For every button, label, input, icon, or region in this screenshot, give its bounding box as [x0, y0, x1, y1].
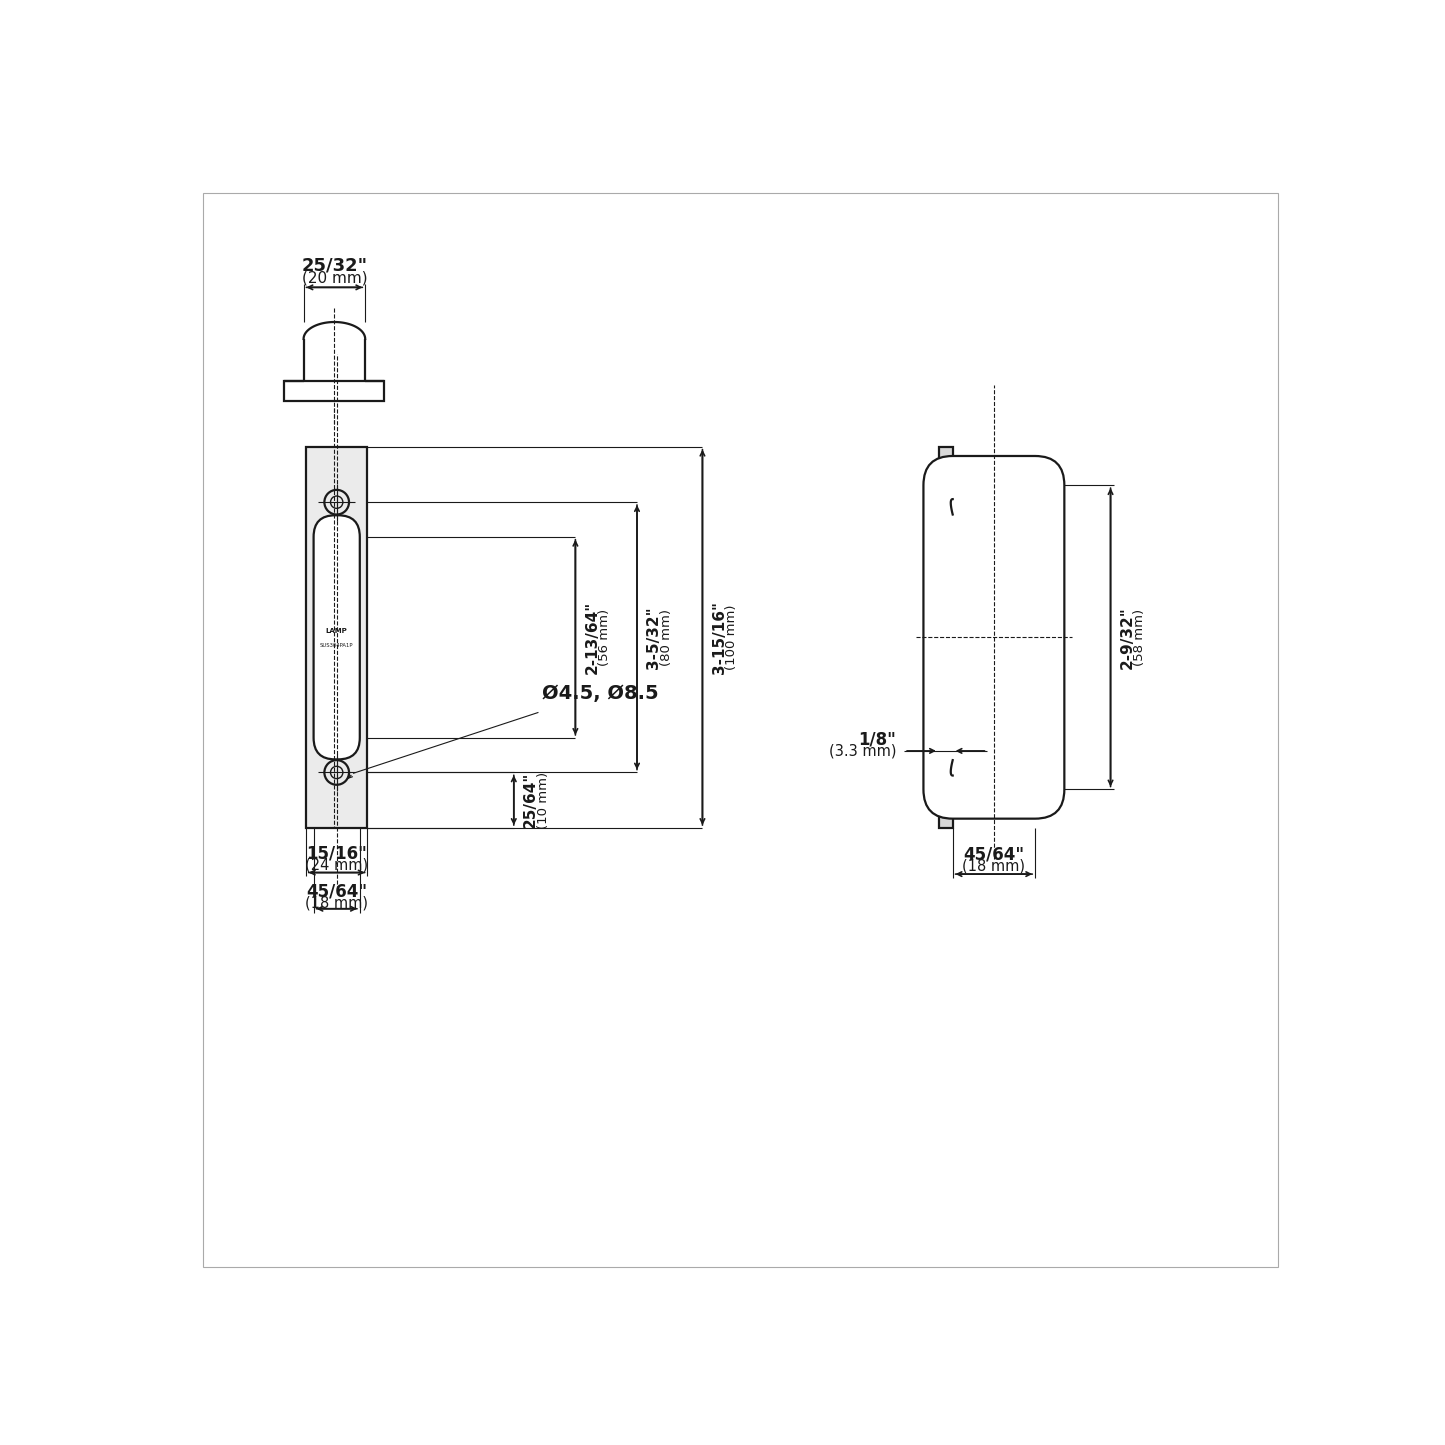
Text: 25/64": 25/64": [523, 772, 538, 828]
Text: Ø4.5, Ø8.5: Ø4.5, Ø8.5: [542, 683, 659, 702]
Text: (18 mm): (18 mm): [305, 896, 368, 910]
Text: 3-5/32": 3-5/32": [646, 605, 662, 669]
FancyBboxPatch shape: [923, 457, 1065, 819]
Text: 45/64": 45/64": [964, 845, 1025, 864]
FancyBboxPatch shape: [314, 516, 360, 760]
Text: 1/8": 1/8": [858, 730, 896, 749]
Text: 2-9/32": 2-9/32": [1120, 605, 1134, 669]
Text: 45/64": 45/64": [306, 883, 367, 900]
Text: 25/32": 25/32": [302, 257, 367, 275]
Text: (10 mm): (10 mm): [536, 772, 549, 829]
Text: 15/16": 15/16": [306, 844, 367, 863]
Text: (56 mm): (56 mm): [598, 608, 611, 666]
Text: 2-13/64": 2-13/64": [585, 601, 600, 673]
Text: (24 mm): (24 mm): [305, 857, 368, 873]
Text: (18 mm): (18 mm): [962, 858, 1026, 874]
Bar: [306, 447, 367, 828]
Text: (20 mm): (20 mm): [302, 270, 367, 286]
Bar: [285, 381, 384, 400]
Text: (3.3 mm): (3.3 mm): [829, 743, 896, 759]
Text: (100 mm): (100 mm): [725, 604, 738, 670]
Text: LAMP: LAMP: [325, 629, 348, 634]
Text: 3-15/16": 3-15/16": [712, 601, 727, 673]
Bar: [939, 447, 952, 828]
Text: (58 mm): (58 mm): [1133, 608, 1146, 666]
Text: (80 mm): (80 mm): [660, 608, 673, 666]
Text: SUS304PA1P: SUS304PA1P: [319, 643, 354, 647]
